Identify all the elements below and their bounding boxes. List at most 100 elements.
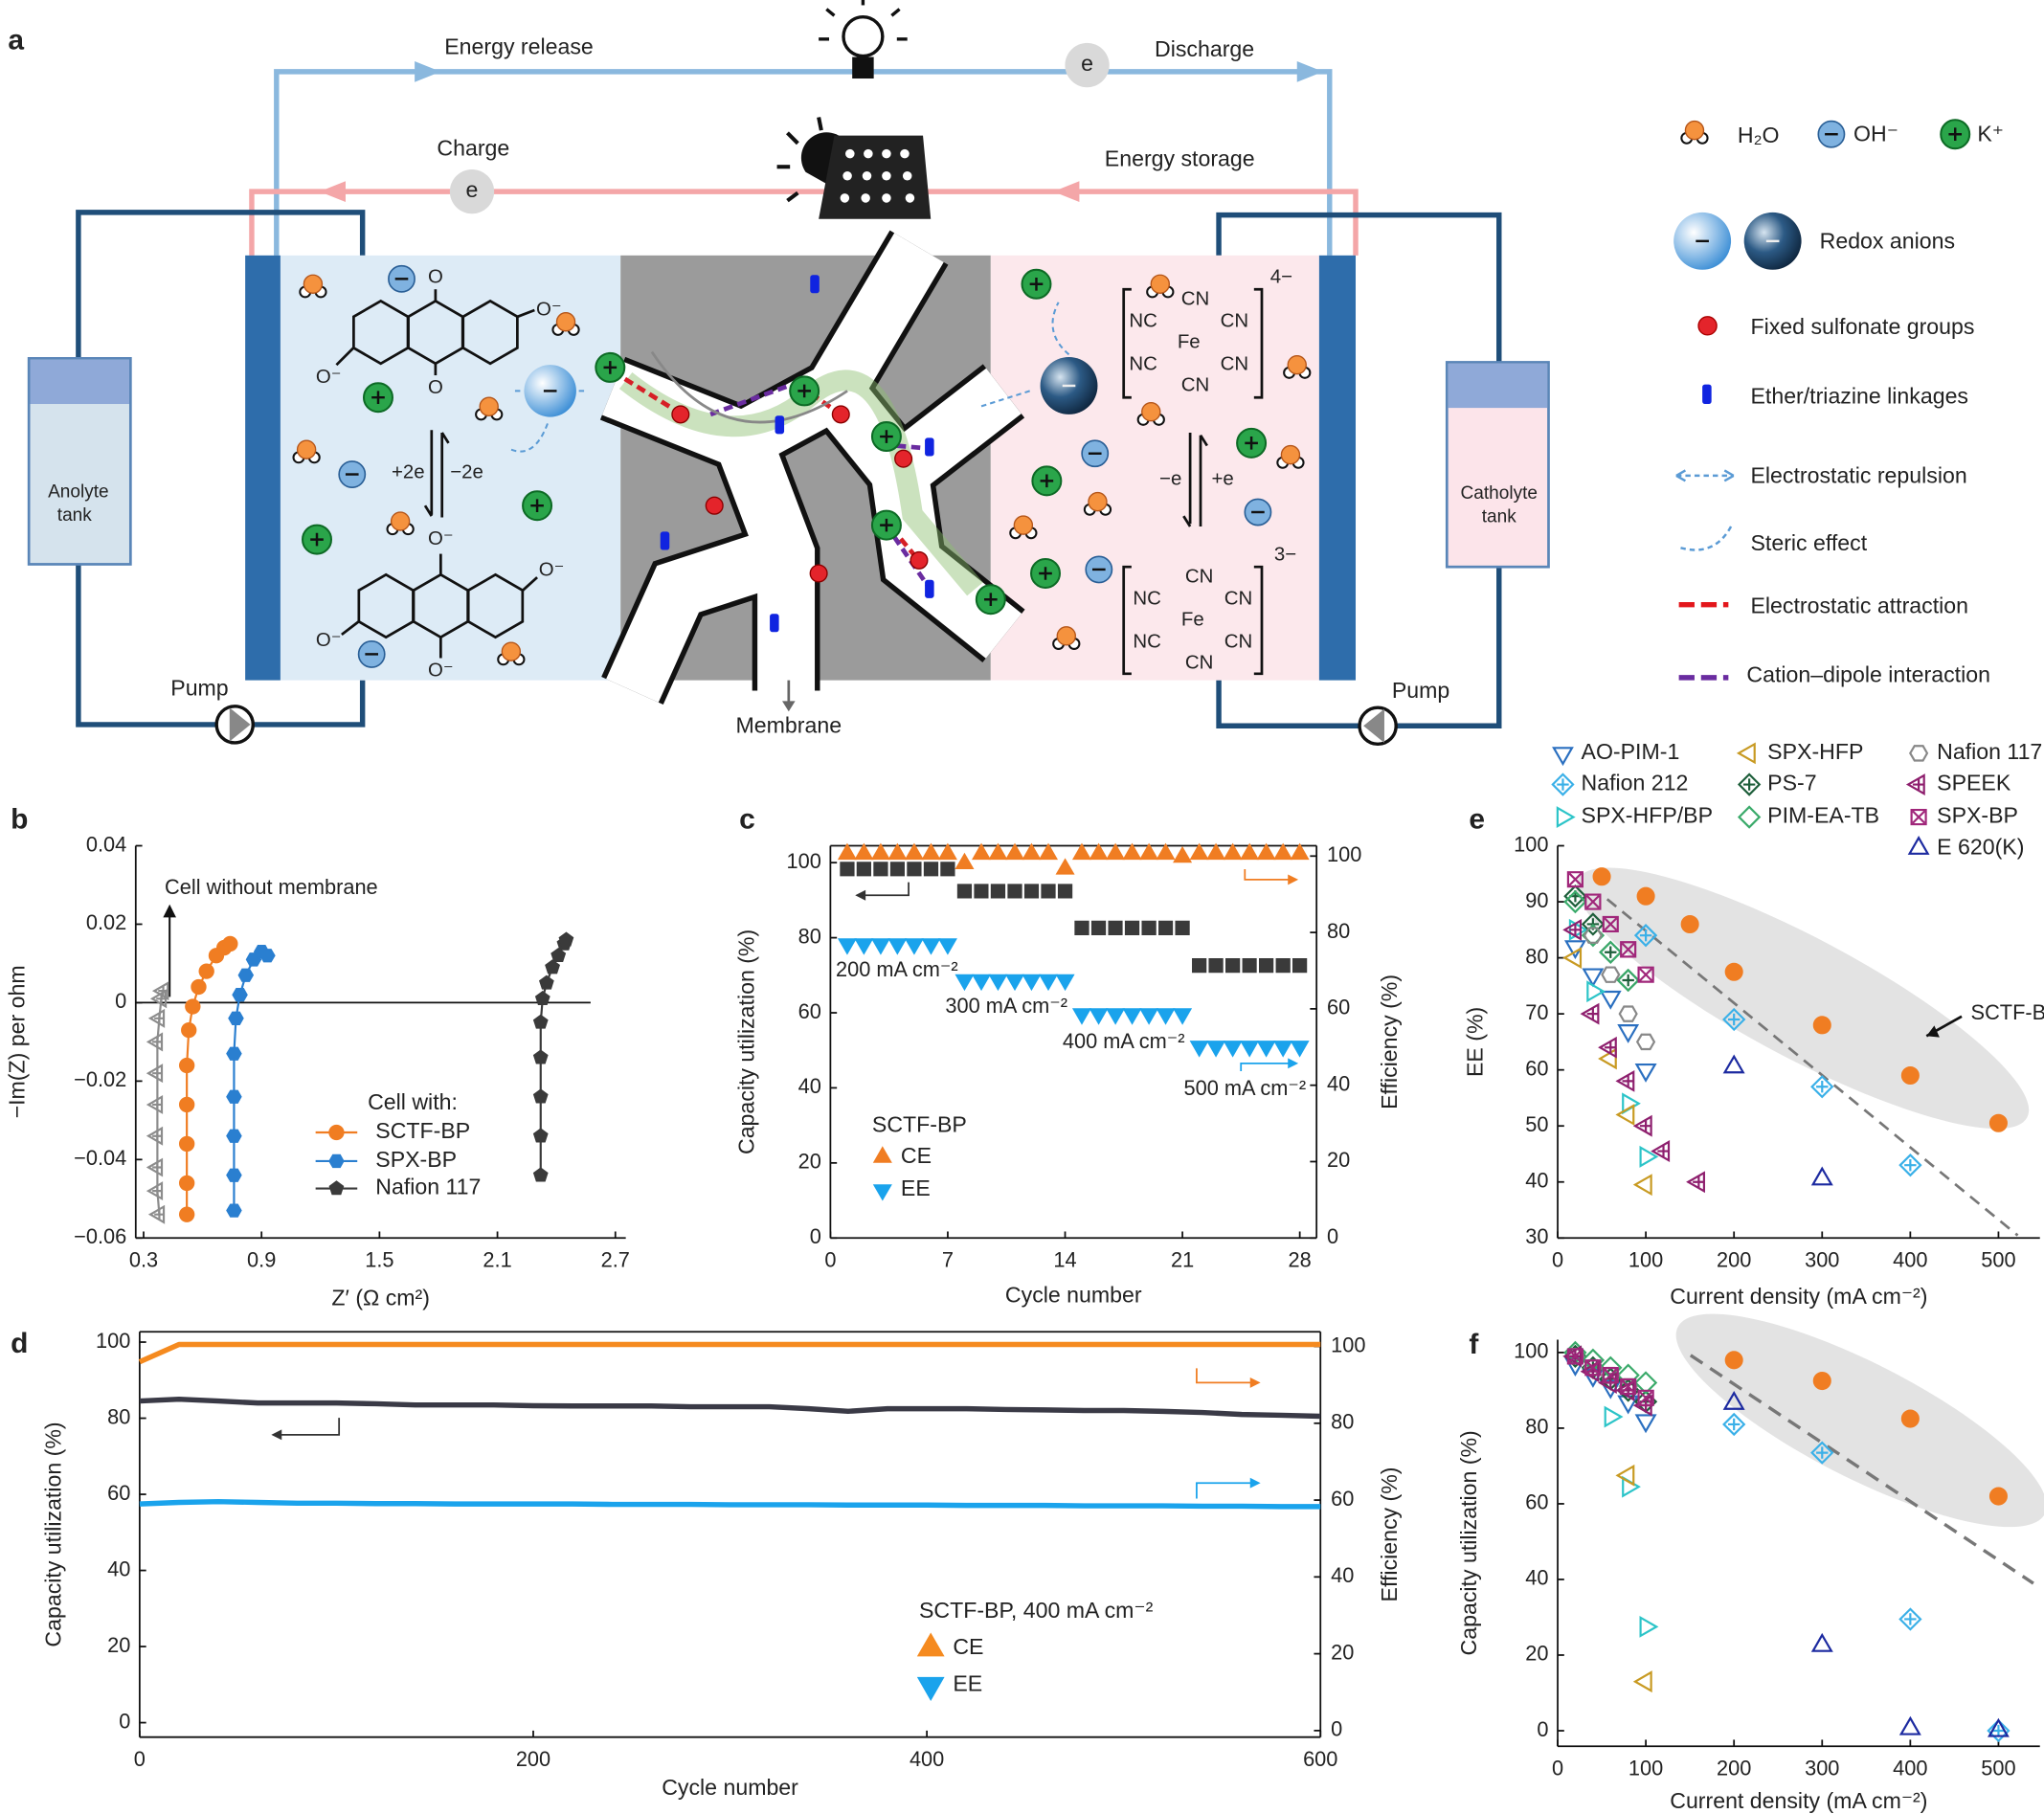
tank-top: [30, 359, 129, 405]
data-point: [1122, 1008, 1142, 1025]
label: Energy storage: [1105, 146, 1255, 171]
data-point: [1617, 1024, 1640, 1043]
data-point: [1636, 886, 1655, 906]
tank-label: Catholyte: [1461, 483, 1538, 504]
data-point: [1651, 1140, 1671, 1163]
label: −e: [1159, 468, 1181, 489]
data-point: [972, 842, 992, 861]
legend-sulfonate: [1697, 316, 1718, 336]
data-point: [937, 938, 957, 955]
sulfonate: [671, 405, 690, 424]
annotation: 400 mA cm⁻²: [1063, 1029, 1185, 1053]
x-tick-label: 0.9: [247, 1248, 276, 1272]
legend-label: CE: [953, 1634, 983, 1659]
x-tick-label: 14: [1053, 1248, 1076, 1272]
data-point: [1988, 1717, 2010, 1737]
series-line: [138, 1341, 1321, 1365]
x-tick-label: 300: [1805, 1756, 1839, 1780]
legend-marker: [1905, 773, 1925, 795]
y-axis-label: EE (%): [1463, 1007, 1488, 1077]
data-point: [181, 1022, 197, 1039]
data-point: [1633, 924, 1658, 948]
data-point: [887, 842, 908, 861]
data-point: [532, 1167, 549, 1182]
data-point: [1122, 842, 1142, 861]
arrow: [415, 60, 441, 82]
k-glyph: [310, 532, 324, 547]
data-point: [1022, 974, 1042, 992]
legend-marker: [1910, 808, 1927, 826]
data-point: [1192, 958, 1207, 974]
y-tick-label: 0.04: [86, 832, 126, 856]
legend-label: Steric effect: [1750, 530, 1867, 555]
legend-label: EE: [901, 1176, 931, 1200]
pipe: [76, 210, 366, 359]
data-point: [558, 931, 574, 947]
electron-badge: [449, 168, 495, 214]
k-glyph: [797, 384, 811, 398]
legend-label: Nafion 117: [1937, 739, 2042, 764]
data-point: [873, 862, 888, 877]
data-point: [1089, 842, 1109, 861]
y-tick-label: 100: [1514, 1339, 1548, 1363]
data-point: [222, 935, 238, 952]
data-point: [198, 963, 214, 979]
x-tick-label: 2.7: [601, 1248, 630, 1272]
annotation: 500 mA cm⁻²: [1183, 1076, 1306, 1100]
data-point: [1592, 867, 1611, 886]
data-point: [226, 1168, 242, 1182]
y2-axis-label: Efficiency (%): [1377, 974, 1402, 1109]
y-tick-label: 0: [119, 1709, 130, 1733]
series-line: [139, 1396, 1321, 1420]
data-point: [974, 884, 989, 899]
data-point: [1722, 1412, 1746, 1437]
data-point: [259, 949, 276, 963]
y-tick-label: 60: [1525, 1490, 1548, 1514]
electrode: [1318, 255, 1357, 681]
label: Pump: [170, 675, 228, 700]
data-point: [1240, 842, 1260, 861]
legend-title: Cell with:: [368, 1089, 458, 1114]
data-point: [1615, 1104, 1635, 1126]
label: −2e: [450, 462, 483, 483]
x-tick-label: 600: [1303, 1747, 1337, 1771]
trend-line: [1606, 898, 2019, 1237]
x-axis-label: Current density (mA cm⁻²): [1670, 1284, 1927, 1309]
axis-pointer: [278, 1418, 341, 1436]
data-point: [226, 1089, 242, 1104]
y-tick-label: 70: [1525, 1000, 1548, 1024]
atom-label: O⁻: [316, 367, 342, 388]
legend-label: Nafion 212: [1582, 771, 1689, 795]
water-o: [501, 641, 522, 661]
data-point: [532, 1014, 549, 1029]
pipe: [1216, 212, 1502, 363]
data-point: [1634, 1063, 1657, 1083]
water-o: [1280, 444, 1301, 465]
x-tick-label: 0: [134, 1747, 146, 1771]
data-point: [1632, 1670, 1652, 1693]
y2-tick-label: 20: [1327, 1148, 1350, 1172]
arrow: [1296, 60, 1323, 82]
arrow: [271, 1429, 282, 1441]
bond: [517, 308, 535, 319]
data-point: [1124, 920, 1140, 936]
sulfonate: [831, 405, 850, 424]
data-point: [1616, 968, 1640, 993]
label: e: [466, 177, 479, 202]
legend-marker: [1552, 747, 1574, 767]
data-point: [146, 1157, 164, 1177]
legend-label: PIM-EA-TB: [1767, 803, 1879, 828]
data-point: [1810, 1632, 1833, 1652]
y-tick-label: 20: [107, 1633, 130, 1657]
atom-label: CN: [1185, 652, 1213, 673]
data-point: [988, 974, 1008, 992]
data-point: [1602, 1367, 1619, 1384]
tether: [650, 350, 848, 424]
data-point: [990, 884, 1006, 899]
y-axis-label: −Im(Z) per ohm: [4, 965, 29, 1118]
legend-label: AO-PIM-1: [1582, 739, 1680, 764]
y2-tick-label: 100: [1327, 842, 1361, 866]
y2-tick-label: 0: [1327, 1224, 1338, 1248]
data-point: [532, 1088, 549, 1104]
data-point: [146, 1064, 164, 1084]
